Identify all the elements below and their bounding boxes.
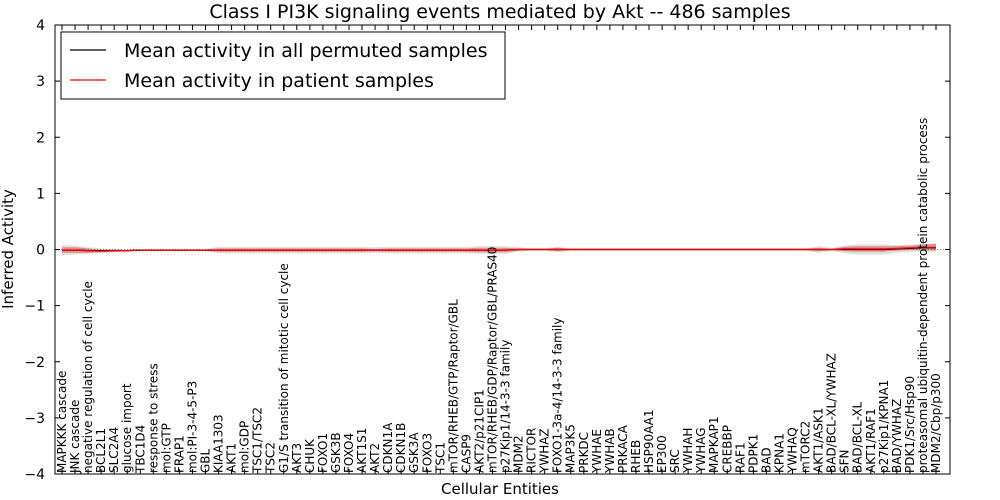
- series-lines: [55, 246, 950, 252]
- x-tick-label: MDM2: [512, 435, 526, 473]
- x-tick-label: FOXO1-3a-4/14-3-3 family: [551, 318, 565, 474]
- x-tick-label: PDPK1: [746, 434, 760, 473]
- x-tick-label: mTOR/RHEB/GDP/Raptor/GBL/PRAS40: [485, 247, 499, 473]
- x-tick-label: RHEB: [629, 440, 643, 473]
- line-patient: [62, 246, 936, 252]
- x-tick-label: RAF1: [733, 442, 747, 473]
- x-tick-label: RICTOR: [525, 428, 539, 473]
- y-tick-label: −3: [24, 411, 45, 427]
- x-tick-label: mTOR/RHEB/GTP/Raptor/GBL: [446, 299, 460, 473]
- y-tick-label: −4: [24, 467, 45, 483]
- x-tick-label: BCL2L1: [94, 428, 108, 473]
- x-tick-label: mol:GTP: [159, 423, 173, 473]
- x-axis-label: Cellular Entities: [441, 480, 559, 498]
- legend-label-patient: Mean activity in patient samples: [124, 70, 434, 92]
- x-tick-label: PRKACA: [616, 424, 630, 473]
- x-tick-label: YWHAE: [590, 429, 604, 474]
- x-tick-label: CREBBP: [720, 425, 734, 473]
- x-tick-label: response to stress: [146, 363, 160, 473]
- x-tick-label: TSC2: [264, 442, 278, 474]
- x-tick-label: AKT1S1: [355, 428, 369, 473]
- x-tick-label: glucose import: [120, 383, 134, 473]
- x-axis-ticks: MAPKKK cascade JNK cascade negative regula…: [55, 25, 943, 474]
- x-tick-label: JNK cascade: [68, 400, 82, 474]
- x-tick-label: AKT3: [290, 443, 304, 473]
- x-tick-label: G1/S transition of mitotic cell cycle: [277, 263, 291, 473]
- x-tick-label: p27Kip1/KPNA1: [877, 380, 891, 473]
- x-tick-label: AKT1/RAF1: [864, 408, 878, 473]
- y-tick-label: 2: [36, 130, 45, 146]
- x-tick-label: p27Kip1/14-3-3 family: [499, 340, 513, 473]
- x-tick-label: CHUK: [303, 438, 317, 473]
- x-tick-label: BAD/YWHAZ: [890, 399, 904, 473]
- y-tick-label: 1: [36, 186, 45, 202]
- x-tick-label: TSC1/TSC2: [251, 407, 265, 474]
- x-tick-label: mol:PI-3-4-5-P3: [185, 381, 199, 473]
- legend: Mean activity in all permuted samples Me…: [60, 31, 506, 100]
- x-tick-label: BAD: [759, 447, 773, 473]
- x-tick-label: MDM2/Cbp/p300: [929, 373, 943, 473]
- y-tick-label: 3: [36, 74, 45, 90]
- x-tick-label: SRC: [668, 449, 682, 473]
- x-tick-label: KPNA1: [772, 433, 786, 473]
- x-tick-label: GSK3B: [329, 432, 343, 473]
- x-tick-label: BAD/BCL-XL/YWHAZ: [825, 353, 839, 473]
- x-tick-label: MAPKKK cascade: [55, 371, 69, 473]
- x-tick-label: CDKN1B: [394, 423, 408, 473]
- x-tick-label: CDKN1A: [381, 422, 395, 473]
- x-tick-label: PRKDC: [577, 432, 591, 473]
- x-tick-label: CASP9: [459, 434, 473, 473]
- x-tick-label: AKT1: [225, 443, 239, 473]
- x-tick-label: FOXO4: [342, 433, 356, 473]
- x-tick-label: HSP90AA1: [642, 409, 656, 473]
- x-tick-label: EP300: [655, 435, 669, 473]
- x-tick-label: GBL: [198, 448, 212, 473]
- x-tick-label: FOXO3: [420, 433, 434, 473]
- x-tick-label: KIAA1303: [212, 414, 226, 473]
- x-tick-label: SFN: [838, 450, 852, 474]
- y-tick-label: 4: [36, 18, 45, 34]
- x-tick-label: mol:GDP: [238, 421, 252, 473]
- x-tick-label: YWHAH: [681, 428, 695, 474]
- x-tick-label: AKT2/p21CIP1: [472, 389, 486, 473]
- x-tick-label: FRAP1: [172, 435, 186, 473]
- x-tick-label: YWHAZ: [538, 428, 552, 474]
- x-tick-label: GSK3A: [407, 432, 421, 473]
- y-tick-label: −2: [24, 355, 45, 371]
- x-tick-label: AKT1/ASK1: [812, 408, 826, 473]
- x-tick-label: negative regulation of cell cycle: [81, 281, 95, 473]
- y-axis-ticks: 4 3 2 1 0 −1 −2 −3 −4: [24, 18, 950, 483]
- x-tick-label: PDK1/Src/Hsp90: [903, 376, 917, 473]
- y-tick-label: 0: [36, 243, 45, 259]
- x-tick-label: TSC1: [433, 442, 447, 474]
- x-tick-label: FOXO1: [316, 433, 330, 473]
- legend-label-permuted: Mean activity in all permuted samples: [124, 40, 487, 62]
- y-axis-label: Inferred Activity: [0, 189, 17, 309]
- y-tick-label: −1: [24, 299, 45, 315]
- x-tick-label: YWHAB: [603, 428, 617, 474]
- x-tick-label: AKT2: [368, 443, 382, 473]
- x-tick-label: mTORC2: [799, 421, 813, 473]
- x-tick-label: BAD/BCL-XL: [851, 401, 865, 473]
- x-tick-label: SLC2A4: [107, 427, 121, 473]
- chart-title: Class I PI3K signaling events mediated b…: [209, 1, 790, 23]
- legend-box: [60, 31, 506, 100]
- x-tick-label: YWHAG: [694, 427, 708, 474]
- x-tick-label: YWHAQ: [786, 427, 800, 474]
- x-tick-label: proteasomal ubiquitin-dependent protein …: [916, 118, 930, 473]
- x-tick-label: MAPKAP1: [707, 416, 721, 473]
- x-tick-label: MAP3K5: [564, 424, 578, 473]
- x-tick-label: TBC1D4: [133, 425, 147, 474]
- plot-frame: [54, 24, 951, 475]
